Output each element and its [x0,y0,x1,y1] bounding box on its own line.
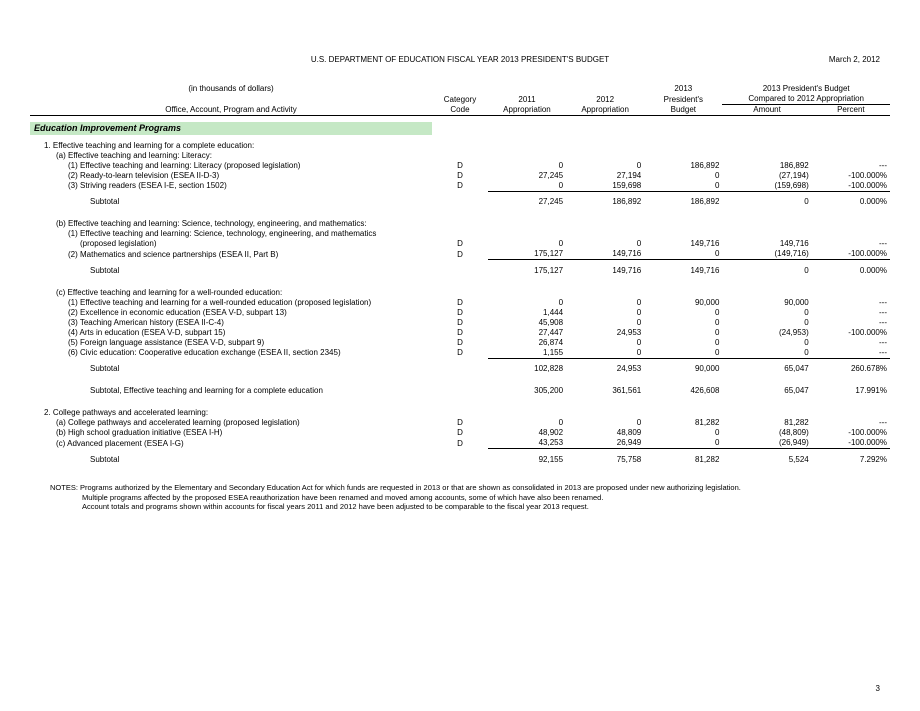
table-row: (6) Civic education: Cooperative educati… [30,348,890,359]
col-2013-l2: President's [644,94,722,105]
table-row: (1) Effective teaching and learning: Lit… [30,161,890,171]
page-number: 3 [876,684,880,693]
notes-prefix: NOTES: [50,483,78,492]
table-row: (5) Foreign language assistance (ESEA V-… [30,338,890,348]
table-row: (a) Effective teaching and learning: Lit… [30,151,890,161]
table-row: (1) Effective teaching and learning: Sci… [30,229,890,239]
table-row: (b) High school graduation initiative (E… [30,428,890,438]
table-row: 1. Effective teaching and learning for a… [30,141,890,151]
page-date: March 2, 2012 [829,55,880,64]
col-compare-l1: 2013 President's Budget [722,84,890,94]
table-row: (3) Teaching American history (ESEA II-C… [30,318,890,328]
budget-page: U.S. DEPARTMENT OF EDUCATION FISCAL YEAR… [0,0,920,532]
table-header-row: Category 2011 2012 President's Compared … [30,94,890,105]
table-row: (c) Advanced placement (ESEA I-G)D43,253… [30,438,890,449]
col-2011-l2: Appropriation [488,105,566,116]
note-line: Multiple programs affected by the propos… [82,493,603,502]
budget-table: (in thousands of dollars) 2013 2013 Pres… [30,84,890,465]
units-label: (in thousands of dollars) [30,84,432,94]
table-row: (c) Effective teaching and learning for … [30,288,890,298]
col-2013-l3: Budget [644,105,722,116]
subtotal-row: Subtotal102,82824,95390,00065,047260.678… [30,364,890,374]
subtotal-row: Subtotal92,15575,75881,2825,5247.292% [30,455,890,465]
subtotal-row: Subtotal175,127149,716149,71600.000% [30,266,890,276]
col-2013-l1: 2013 [644,84,722,94]
table-row: (b) Effective teaching and learning: Sci… [30,219,890,229]
section-title: Education Improvement Programs [30,122,432,135]
col-percent: Percent [812,105,890,116]
col-amount: Amount [722,105,811,116]
table-row: (1) Effective teaching and learning for … [30,298,890,308]
table-header-row: (in thousands of dollars) 2013 2013 Pres… [30,84,890,94]
table-row: (3) Striving readers (ESEA I-E, section … [30,181,890,192]
table-row: (proposed legislation)D00149,716149,716-… [30,239,890,249]
col-2012-l1: 2012 [566,94,644,105]
page-header: U.S. DEPARTMENT OF EDUCATION FISCAL YEAR… [30,55,890,64]
note-line: Programs authorized by the Elementary an… [80,483,741,492]
table-row: (4) Arts in education (ESEA V-D, subpart… [30,328,890,338]
subtotal-row: Subtotal27,245186,892186,89200.000% [30,197,890,207]
col-compare-l2: Compared to 2012 Appropriation [722,94,890,105]
table-row: (a) College pathways and accelerated lea… [30,418,890,428]
total-row: Subtotal, Effective teaching and learnin… [30,386,890,396]
table-header-row: Office, Account, Program and Activity Co… [30,105,890,116]
page-title: U.S. DEPARTMENT OF EDUCATION FISCAL YEAR… [30,55,890,64]
section-row: Education Improvement Programs [30,122,890,135]
col-code-l2: Code [432,105,488,116]
col-code-l1: Category [432,94,488,105]
note-line: Account totals and programs shown within… [82,502,589,511]
table-row: (2) Mathematics and science partnerships… [30,249,890,260]
table-row: (2) Excellence in economic education (ES… [30,308,890,318]
col-2011-l1: 2011 [488,94,566,105]
table-row: (2) Ready-to-learn television (ESEA II-D… [30,171,890,181]
col-2012-l2: Appropriation [566,105,644,116]
notes-block: NOTES: Programs authorized by the Elemen… [72,483,890,512]
col-office: Office, Account, Program and Activity [30,105,432,116]
table-row: 2. College pathways and accelerated lear… [30,408,890,418]
